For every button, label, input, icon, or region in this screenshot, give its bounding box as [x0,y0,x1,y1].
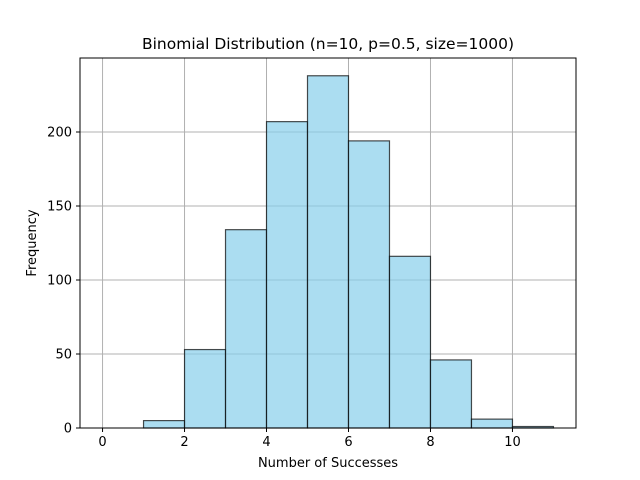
bar-bin-9 [470,418,514,429]
x-tick-label-0: 0 [98,435,106,450]
x-tick-label-2: 4 [262,435,270,450]
x-tick-label-1: 2 [180,435,188,450]
y-tick-label-0: 0 [64,422,72,437]
chart-title: Binomial Distribution (n=10, p=0.5, size… [142,35,514,53]
bar-bin-4 [265,121,309,429]
bar-bin-2 [183,348,227,429]
bar-bin-1 [142,420,186,429]
y-tick-label-4: 200 [47,126,72,141]
x-tick-label-5: 10 [504,435,521,450]
x-axis-label: Number of Successes [258,456,398,471]
bar-bin-3 [224,229,268,429]
bar-bin-8 [429,359,473,429]
bar-bin-7 [388,255,432,429]
y-tick-label-1: 50 [55,348,72,363]
y-tick-label-2: 100 [47,274,72,289]
y-tick-label-3: 150 [47,200,72,215]
bar-bin-6 [347,140,391,429]
x-tick-label-4: 8 [426,435,434,450]
y-axis-label: Frequency [25,209,40,276]
x-tick-label-3: 6 [344,435,352,450]
plot-frame [79,57,577,429]
bar-bin-5 [306,75,350,429]
